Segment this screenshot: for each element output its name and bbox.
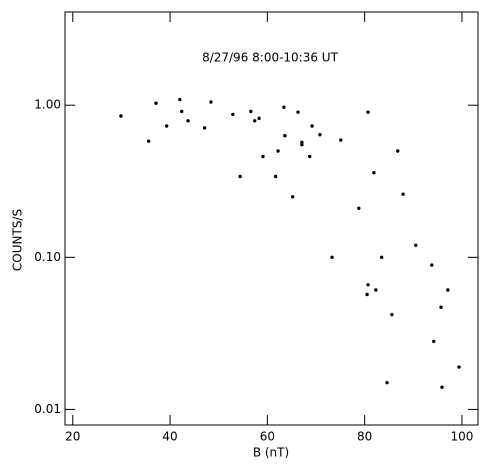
point <box>296 110 300 114</box>
point <box>209 100 213 104</box>
point <box>238 174 242 179</box>
y-axis-label: COUNTS/S <box>11 209 25 271</box>
point <box>202 126 207 130</box>
point <box>231 112 235 117</box>
point <box>430 263 434 267</box>
point <box>446 288 450 292</box>
x-tick-label: 60 <box>260 430 275 444</box>
point <box>365 292 369 297</box>
point <box>318 132 322 137</box>
point <box>357 206 361 211</box>
point <box>374 288 378 292</box>
point <box>261 154 265 159</box>
point <box>290 195 295 199</box>
point <box>390 312 394 317</box>
point <box>186 119 190 123</box>
point <box>253 119 257 123</box>
x-tick-label: 40 <box>162 430 177 444</box>
y-tick-label: 1.00 <box>34 98 61 112</box>
chart-title: 8/27/96 8:00-10:36 UT <box>202 51 339 65</box>
point <box>396 149 400 153</box>
point <box>300 140 304 145</box>
point <box>366 283 370 287</box>
x-tick-label: 100 <box>450 430 473 444</box>
point <box>440 385 444 389</box>
point <box>439 305 443 309</box>
point <box>414 243 418 247</box>
point <box>372 171 376 175</box>
point <box>401 192 405 196</box>
point <box>307 154 312 159</box>
y-tick-label: 0.10 <box>34 250 61 264</box>
point <box>249 109 253 114</box>
point <box>300 143 304 147</box>
point <box>366 110 370 114</box>
point <box>310 124 314 128</box>
point <box>146 139 151 143</box>
point <box>273 174 278 179</box>
point <box>282 105 286 109</box>
point <box>164 124 169 128</box>
point <box>432 339 436 344</box>
point <box>457 365 461 369</box>
point <box>257 116 261 121</box>
point <box>180 109 184 114</box>
y-tick-label: 0.01 <box>34 402 61 416</box>
point <box>276 149 280 153</box>
x-axis-label: B (nT) <box>253 446 289 460</box>
point <box>339 138 343 142</box>
point <box>379 255 384 260</box>
plot-frame <box>64 11 479 426</box>
point <box>385 380 389 385</box>
point <box>330 255 334 260</box>
point <box>154 101 158 105</box>
point <box>178 97 182 102</box>
point <box>283 134 287 138</box>
x-tick-label: 20 <box>65 430 80 444</box>
x-tick-label: 80 <box>357 430 372 444</box>
point <box>119 114 123 118</box>
